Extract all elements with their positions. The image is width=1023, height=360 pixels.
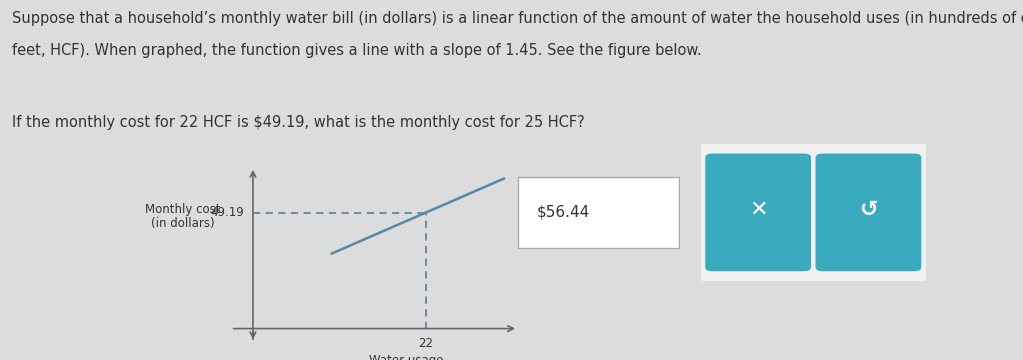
- Text: ✕: ✕: [749, 200, 767, 220]
- Text: Suppose that a household’s monthly water bill (in dollars) is a linear function : Suppose that a household’s monthly water…: [12, 11, 1023, 26]
- Text: Monthly cost: Monthly cost: [145, 203, 221, 216]
- Text: feet, HCF). When graphed, the function gives a line with a slope of 1.45. See th: feet, HCF). When graphed, the function g…: [12, 43, 702, 58]
- FancyBboxPatch shape: [519, 177, 678, 248]
- FancyBboxPatch shape: [705, 154, 811, 271]
- Text: 49.19: 49.19: [211, 206, 244, 219]
- Text: If the monthly cost for 22 HCF is $49.19, what is the monthly cost for 25 HCF?: If the monthly cost for 22 HCF is $49.19…: [12, 115, 585, 130]
- FancyBboxPatch shape: [694, 143, 933, 282]
- FancyBboxPatch shape: [815, 154, 922, 271]
- Text: (in dollars): (in dollars): [151, 217, 215, 230]
- Text: 22: 22: [418, 337, 433, 350]
- Text: $56.44: $56.44: [536, 205, 589, 220]
- Text: Water usage: Water usage: [369, 354, 444, 360]
- Text: ↺: ↺: [859, 200, 878, 220]
